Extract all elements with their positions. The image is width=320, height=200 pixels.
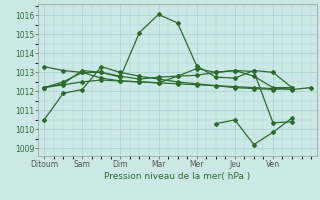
X-axis label: Pression niveau de la mer( hPa ): Pression niveau de la mer( hPa ) — [104, 172, 251, 181]
